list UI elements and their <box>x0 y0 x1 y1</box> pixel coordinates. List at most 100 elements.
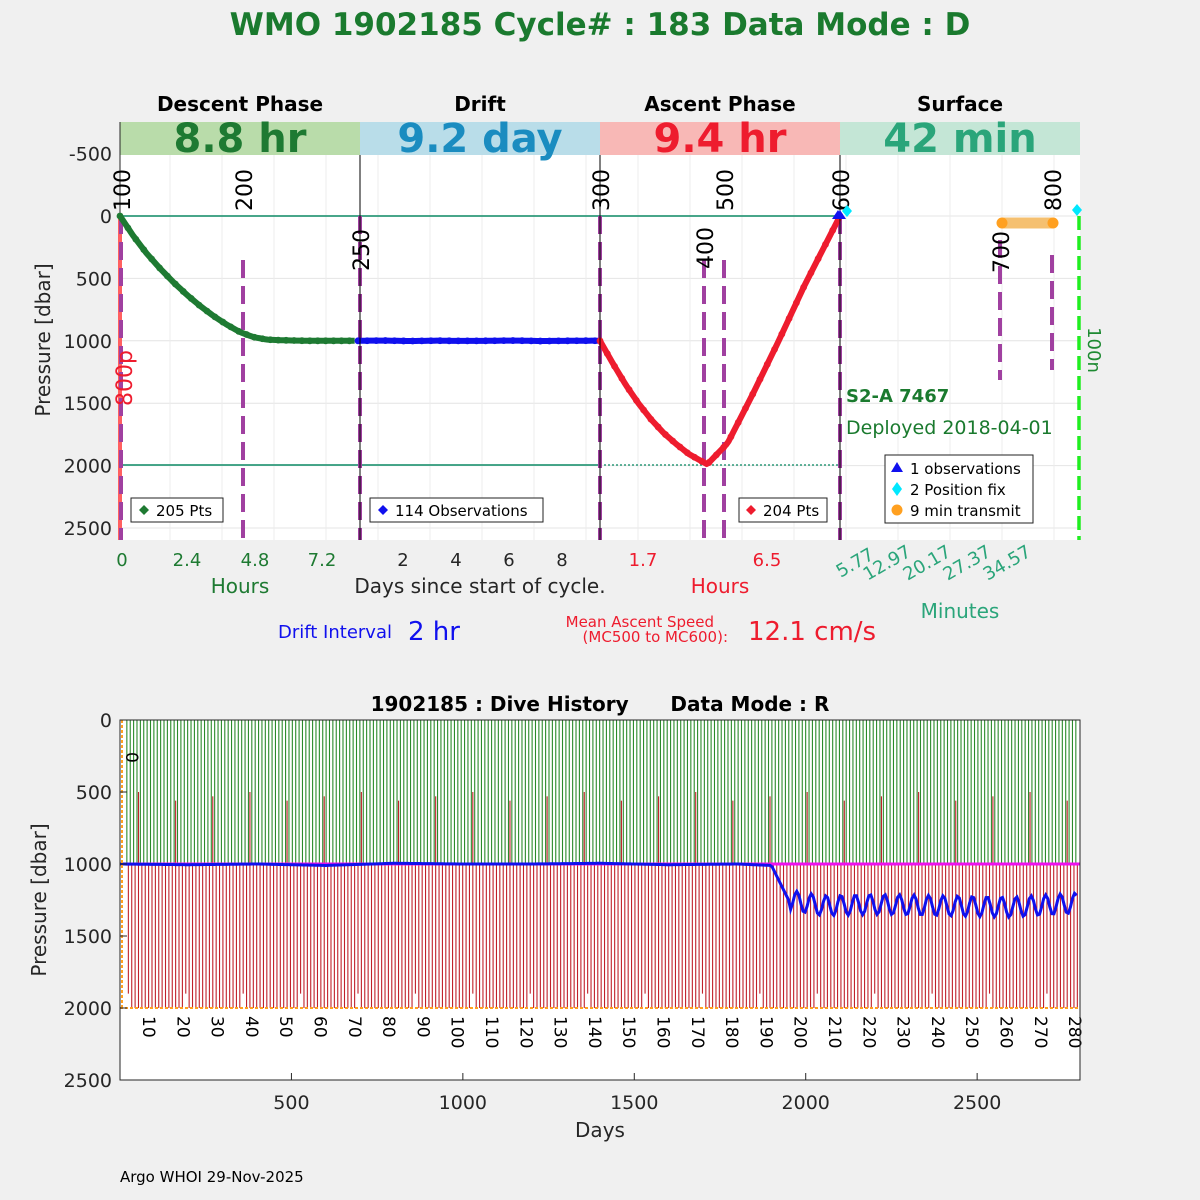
descent-point <box>156 264 163 272</box>
cycle-number-label: 180 <box>721 1016 741 1048</box>
history-lines <box>119 720 1080 1009</box>
cycle-number-label: 60 <box>310 1016 330 1038</box>
legend-transmit-icon <box>891 504 903 516</box>
bottom-y-tick-label: 0 <box>100 710 112 732</box>
drift-point <box>509 337 517 344</box>
drift-point <box>536 337 544 345</box>
cycle-number-label: 140 <box>584 1016 604 1048</box>
ascent-point <box>742 404 749 412</box>
bottom-axes-frame <box>119 719 1081 1081</box>
drift-interval-label: Drift Interval <box>278 622 392 643</box>
drift-point <box>473 337 480 345</box>
descent-point <box>258 335 266 343</box>
descent-point <box>171 280 179 288</box>
cycle-number-label: 40 <box>241 1016 261 1038</box>
history-title: 1902185 : Dive History Data Mode : R <box>371 692 830 716</box>
top-x-tick-label: 2 <box>397 550 408 571</box>
descent-point <box>164 272 171 280</box>
bottom-x-axis-label: Days <box>575 1118 625 1142</box>
bottom-y-tick-label: 500 <box>76 782 112 804</box>
descent-point <box>195 301 203 309</box>
bottom-y-tick-label: 1500 <box>64 926 112 948</box>
cycle-number-label: 70 <box>344 1016 364 1038</box>
cycle-number-label: 240 <box>927 1016 947 1048</box>
drift-point <box>491 337 499 345</box>
drift-point <box>545 337 553 345</box>
top-x-tick-label: 6.5 <box>753 550 782 571</box>
drift-point <box>400 337 407 345</box>
position-fix-point <box>1072 204 1082 216</box>
phase-duration-ascent: 9.4 hr <box>654 116 787 162</box>
phase-duration-surface: 42 min <box>883 116 1036 162</box>
cycle-number-label: 200 <box>790 1016 810 1048</box>
top-y-tick-label: 500 <box>76 268 112 290</box>
descent-point <box>338 337 345 345</box>
legend-position-fix: 2 Position fix <box>910 481 1006 499</box>
bottom-y-tick-label: 2500 <box>64 1070 112 1092</box>
bottom-y-axis-label: Pressure [dbar] <box>27 823 51 976</box>
mission-marker-label: 600 <box>830 169 855 211</box>
bottom-x-tick-label: 500 <box>273 1092 309 1114</box>
phase-band-surface <box>840 122 1080 155</box>
ascent-point <box>712 451 720 459</box>
drift-interval-value: 2 hr <box>408 617 460 647</box>
ascent-point <box>618 374 626 382</box>
cycle-number-label: 100 <box>447 1016 467 1048</box>
descent-point <box>298 337 306 345</box>
descent-point <box>140 246 148 253</box>
top-y-axis-label: Pressure [dbar] <box>31 263 55 416</box>
drift-point <box>454 337 462 345</box>
side-label-left: 800p <box>113 350 138 406</box>
descent-point <box>227 323 235 331</box>
footer-credit: Argo WHOI 29-Nov-2025 <box>120 1168 304 1186</box>
drift-point <box>436 337 444 345</box>
descent-point <box>187 295 195 302</box>
cycle-number-label: 210 <box>824 1016 844 1048</box>
cycle-number-label: 80 <box>378 1016 398 1038</box>
ascent-point <box>676 443 684 451</box>
top-x-tick-label: 4 <box>450 550 461 571</box>
ascent-point <box>778 330 786 338</box>
drift-point <box>445 337 453 345</box>
transmit-start-point <box>996 217 1008 229</box>
descent-point <box>148 255 156 263</box>
drift-point <box>418 337 426 345</box>
phase-duration-drift: 9.2 day <box>397 116 562 162</box>
drift-point <box>427 337 435 345</box>
phase-band-ascent <box>600 122 840 155</box>
cycle-labels: 0 10 20 30 40 50 60 70 80 90 100 110 120 130 140 150 160… <box>121 752 1084 1048</box>
float-deployed: Deployed 2018-04-01 <box>846 417 1053 439</box>
drift-point <box>409 337 417 345</box>
cycle-number-label: 280 <box>1064 1016 1084 1048</box>
drift-point <box>391 337 398 345</box>
bottom-x-tick-label: 1500 <box>610 1092 658 1114</box>
ascent-point <box>792 299 800 307</box>
phase-name-drift: Drift <box>454 92 506 116</box>
mission-marker-label: 250 <box>350 229 375 271</box>
ascent-point <box>683 449 691 457</box>
mission-marker-label: 400 <box>694 227 719 269</box>
descent-count: 205 Pts <box>156 502 212 520</box>
mission-marker-label: 300 <box>590 169 615 211</box>
phase-duration-descent: 8.8 hr <box>174 116 307 162</box>
mission-marker-label: 200 <box>233 169 258 211</box>
ascent-point <box>807 269 815 277</box>
ascent-point <box>785 315 793 322</box>
phase-name-ascent: Ascent Phase <box>644 92 795 116</box>
mission-marker-label: 100 <box>111 169 136 211</box>
ascent-x-label: Hours <box>691 574 750 598</box>
ascent-point <box>814 255 822 263</box>
mission-marker-label: 500 <box>714 169 739 211</box>
phase-name-descent: Descent Phase <box>157 92 323 116</box>
phase-band-descent <box>120 122 360 155</box>
descent-point <box>116 212 124 220</box>
top-y-tick-label: 2500 <box>64 518 112 540</box>
top-x-tick-label: 0 <box>116 550 127 571</box>
top-y-tick-label: 2000 <box>64 456 112 478</box>
drift-point <box>363 337 371 345</box>
mission-marker-label: 800 <box>1042 169 1067 211</box>
